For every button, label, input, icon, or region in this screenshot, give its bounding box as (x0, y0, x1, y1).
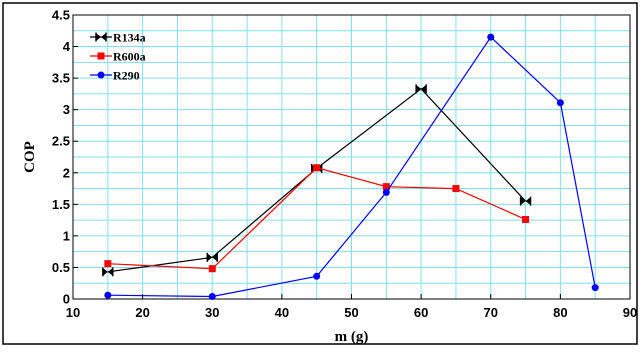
data-point-circle (556, 99, 564, 107)
legend: R134a R600a R290 (90, 31, 146, 83)
y-tick-label: 0.5 (52, 260, 70, 275)
data-point-bowtie (96, 33, 106, 41)
x-tick-label: 50 (344, 305, 358, 320)
x-tick-label: 10 (66, 305, 80, 320)
y-tick-label: 3 (63, 102, 70, 117)
series-r600a (104, 164, 530, 273)
data-point-square (208, 265, 216, 273)
y-tick-label: 0 (63, 292, 70, 307)
data-point-circle (313, 272, 321, 280)
legend-label: R600a (113, 50, 146, 64)
data-point-square (313, 164, 321, 172)
y-tick-label: 1 (63, 228, 70, 243)
chart-outer-frame (2, 2, 638, 345)
data-point-bowtie (102, 267, 113, 276)
legend-label: R290 (113, 69, 140, 83)
data-point-square (522, 215, 530, 223)
y-tick-label: 3.5 (52, 71, 70, 86)
x-tick-label: 30 (205, 305, 219, 320)
data-point-circle (382, 188, 390, 196)
x-tick-label: 70 (484, 305, 498, 320)
data-point-circle (591, 284, 599, 292)
data-point-bowtie (207, 253, 218, 262)
legend-item: R290 (90, 69, 140, 83)
data-point-bowtie (520, 197, 531, 206)
series-line (107, 167, 526, 270)
x-tick-label: 90 (623, 305, 637, 320)
data-point-square (382, 183, 390, 191)
x-tick-label: 20 (135, 305, 149, 320)
y-axis-title: COP (22, 141, 38, 173)
legend-item: R600a (90, 50, 146, 64)
x-tick-label: 80 (553, 305, 567, 320)
tick-labels: 10 20 30 40 50 60 70 80 90 0 0.5 1 1.5 2 2.5 3 3.5 4 4.5 (52, 8, 637, 321)
data-point-square (452, 185, 460, 193)
y-tick-label: 1.5 (52, 197, 70, 212)
legend-item: R134a (90, 31, 146, 45)
y-tick-label: 2 (63, 165, 70, 180)
data-point-circle (208, 292, 216, 300)
series-r290 (104, 33, 599, 300)
data-point-circle (487, 33, 495, 41)
data-point-square (97, 52, 105, 60)
data-point-bowtie (416, 84, 427, 93)
legend-label: R134a (113, 31, 146, 45)
series (102, 33, 599, 300)
data-point-circle (104, 291, 112, 299)
y-tick-label: 4 (63, 39, 71, 54)
data-point-square (104, 260, 112, 268)
y-tick-label: 4.5 (52, 8, 70, 23)
x-axis-title: m (g) (335, 329, 369, 345)
x-tick-label: 60 (414, 305, 428, 320)
x-tick-label: 40 (275, 305, 289, 320)
data-point-circle (97, 71, 105, 79)
y-tick-label: 2.5 (52, 134, 70, 149)
